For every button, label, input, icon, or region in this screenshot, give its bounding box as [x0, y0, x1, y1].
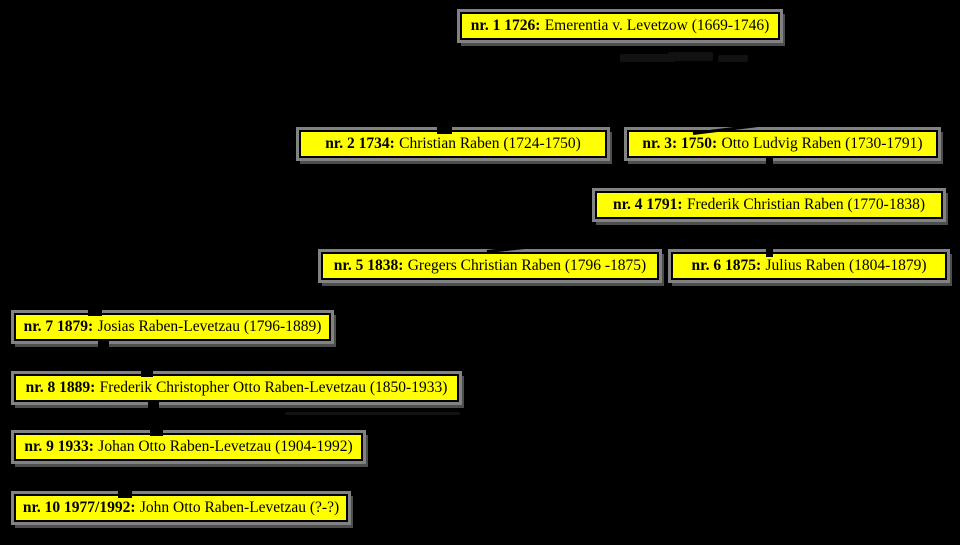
tree-node-2: nr. 2 1734: Christian Raben (1724-1750)	[299, 130, 607, 158]
connector-stub	[141, 366, 153, 377]
ghost-artifact	[668, 52, 713, 61]
node-number-label: nr. 3: 1750:	[642, 135, 718, 153]
node-person-label: John Otto Raben-Levetzau (?-?)	[139, 499, 340, 517]
ghost-artifact	[718, 55, 748, 62]
node-number-label: nr. 7 1879:	[23, 318, 94, 336]
node-number-label: nr. 4 1791:	[612, 196, 683, 214]
node-person-label: Otto Ludvig Raben (1730-1791)	[721, 135, 923, 153]
tree-node-4: nr. 4 1791: Frederik Christian Raben (177…	[595, 191, 943, 219]
connector-stub	[766, 156, 773, 169]
node-person-label: Gregers Christian Raben (1796 -1875)	[407, 257, 647, 275]
node-number-label: nr. 10 1977/1992:	[22, 499, 136, 517]
node-person-label: Emerentia v. Levetzow (1669-1746)	[544, 17, 770, 35]
tree-node-7: nr. 7 1879: Josias Raben-Levetzau (1796-1…	[14, 313, 331, 341]
connector-stub	[148, 401, 159, 411]
tree-node-5: nr. 5 1838: Gregers Christian Raben (1796…	[321, 252, 659, 280]
connector-stub	[150, 425, 163, 436]
node-person-label: Julius Raben (1804-1879)	[765, 257, 927, 275]
node-person-label: Christian Raben (1724-1750)	[399, 135, 581, 153]
tree-node-10: nr. 10 1977/1992: John Otto Raben-Levetza…	[14, 494, 348, 522]
connector-stub	[437, 123, 452, 134]
tree-node-6: nr. 6 1875: Julius Raben (1804-1879)	[671, 252, 947, 280]
node-person-label: Josias Raben-Levetzau (1796-1889)	[97, 318, 322, 336]
connector-stub	[118, 487, 132, 498]
node-number-label: nr. 2 1734:	[325, 135, 395, 153]
connector-line	[486, 239, 587, 253]
node-number-label: nr. 1 1726:	[470, 17, 541, 35]
connector-stub	[98, 340, 109, 351]
node-person-label: Frederik Christopher Otto Raben-Levetzau…	[99, 379, 448, 397]
tree-node-3: nr. 3: 1750: Otto Ludvig Raben (1730-1791…	[627, 130, 938, 158]
ghost-artifact	[285, 412, 460, 415]
node-number-label: nr. 5 1838:	[333, 257, 404, 275]
tree-node-9: nr. 9 1933: Johan Otto Raben-Levetzau (19…	[14, 433, 363, 461]
tree-node-1: nr. 1 1726: Emerentia v. Levetzow (1669-1…	[460, 12, 780, 40]
ghost-artifact	[620, 54, 675, 62]
node-number-label: nr. 9 1933:	[24, 438, 94, 456]
node-person-label: Johan Otto Raben-Levetzau (1904-1992)	[98, 438, 353, 456]
tree-node-8: nr. 8 1889: Frederik Christopher Otto Rab…	[14, 374, 459, 402]
node-number-label: nr. 6 1875:	[691, 257, 762, 275]
node-number-label: nr. 8 1889:	[25, 379, 96, 397]
connector-stub	[88, 305, 102, 316]
node-person-label: Frederik Christian Raben (1770-1838)	[686, 196, 925, 214]
connector-stub	[766, 244, 773, 257]
